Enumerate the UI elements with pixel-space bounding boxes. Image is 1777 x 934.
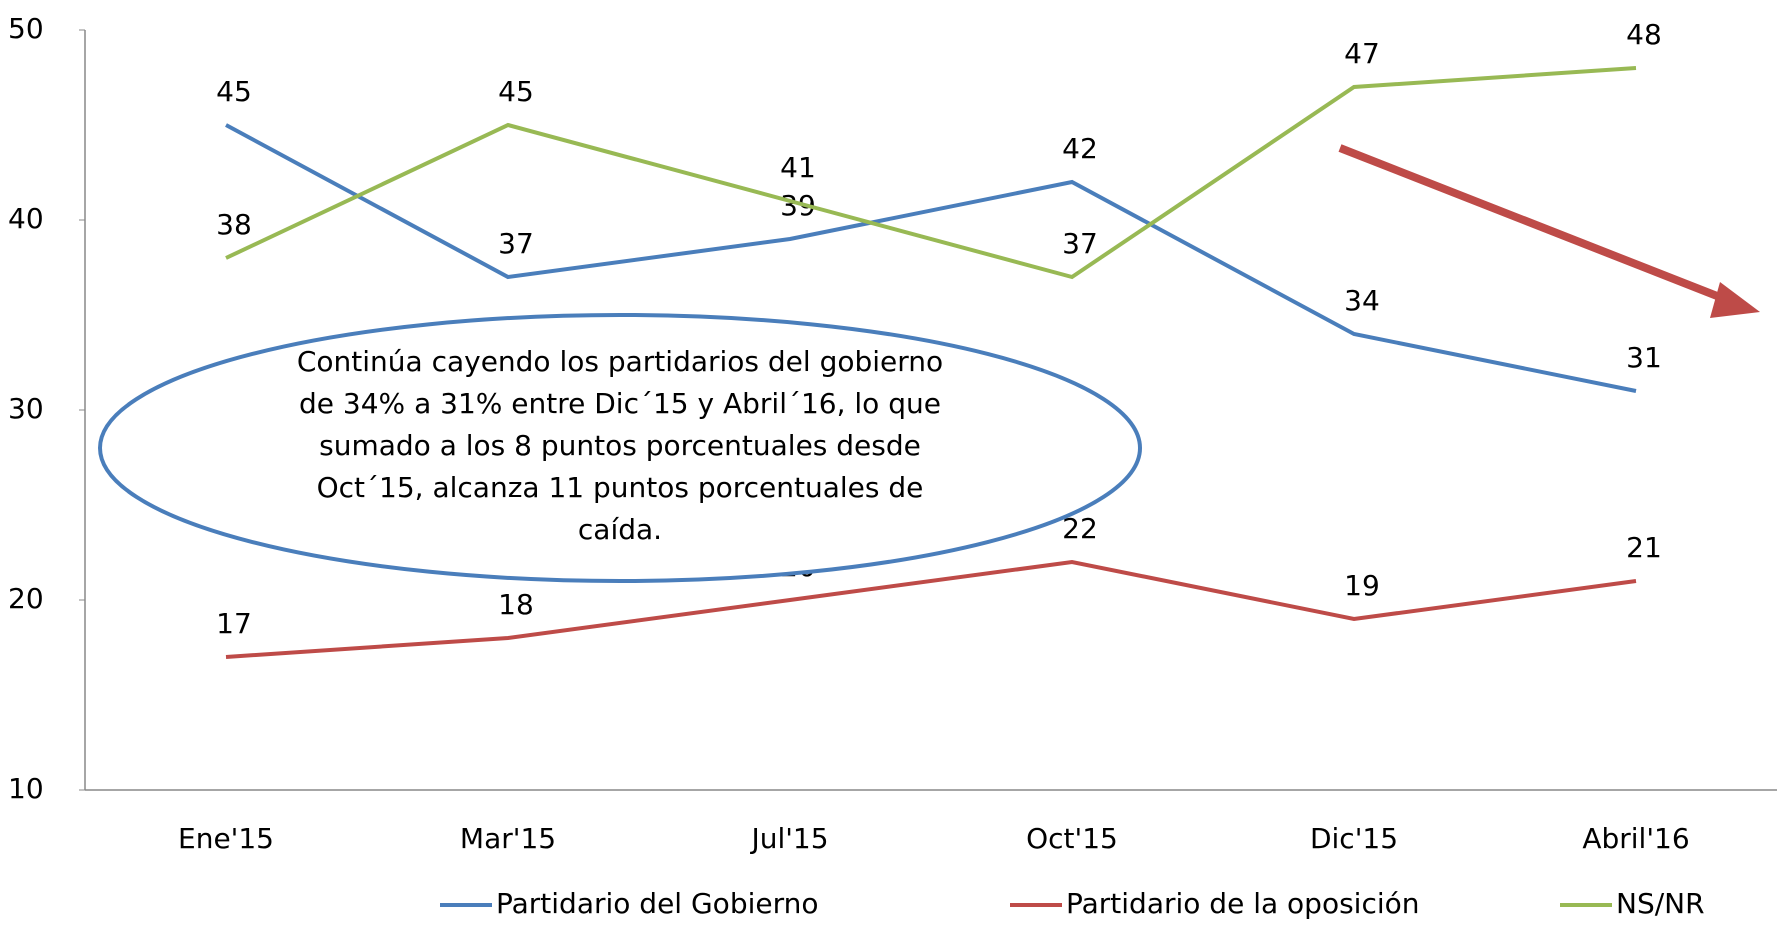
y-tick-label: 50 xyxy=(8,12,44,45)
x-tick-label: Dic'15 xyxy=(1310,822,1398,855)
y-tick-label: 40 xyxy=(8,202,44,235)
trend-arrow-head xyxy=(1710,282,1760,318)
x-tick-label: Jul'15 xyxy=(749,822,828,855)
annotation-text: de 34% a 31% entre Dic´15 y Abril´16, lo… xyxy=(299,387,941,420)
data-label: 45 xyxy=(216,75,252,108)
series-line xyxy=(226,562,1636,657)
y-tick-label: 20 xyxy=(8,582,44,615)
legend-label: Partidario de la oposición xyxy=(1066,887,1420,920)
chart: 10 20 30 40 50 Ene'15 Mar'15 Jul'15 Oct'15 Dic'15… xyxy=(0,0,1777,934)
data-label: 45 xyxy=(498,75,534,108)
data-label: 18 xyxy=(498,588,534,621)
data-label: 47 xyxy=(1344,37,1380,70)
data-label: 41 xyxy=(780,151,816,184)
x-tick-label: Mar'15 xyxy=(460,822,556,855)
data-label: 21 xyxy=(1626,531,1662,564)
series-line xyxy=(226,68,1636,277)
x-tick-label: Oct'15 xyxy=(1026,822,1118,855)
annotation-text: Oct´15, alcanza 11 puntos porcentuales d… xyxy=(317,471,924,504)
data-label: 19 xyxy=(1344,569,1380,602)
data-label: 38 xyxy=(216,208,252,241)
x-tick-label: Abril'16 xyxy=(1582,822,1689,855)
annotation-text: caída. xyxy=(578,513,662,546)
data-label: 48 xyxy=(1626,18,1662,51)
data-label: 34 xyxy=(1344,284,1380,317)
y-tick-label: 30 xyxy=(8,392,44,425)
trend-arrow xyxy=(1340,148,1740,305)
annotation-text: sumado a los 8 puntos porcentuales desde xyxy=(319,429,921,462)
data-label: 17 xyxy=(216,607,252,640)
legend-label: Partidario del Gobierno xyxy=(496,887,819,920)
y-tick-label: 10 xyxy=(8,772,44,805)
data-label: 37 xyxy=(1062,227,1098,260)
legend-label: NS/NR xyxy=(1616,887,1705,920)
annotation-text: Continúa cayendo los partidarios del gob… xyxy=(297,345,943,378)
x-tick-label: Ene'15 xyxy=(178,822,274,855)
data-label: 37 xyxy=(498,227,534,260)
data-label: 42 xyxy=(1062,132,1098,165)
data-label: 31 xyxy=(1626,341,1662,374)
